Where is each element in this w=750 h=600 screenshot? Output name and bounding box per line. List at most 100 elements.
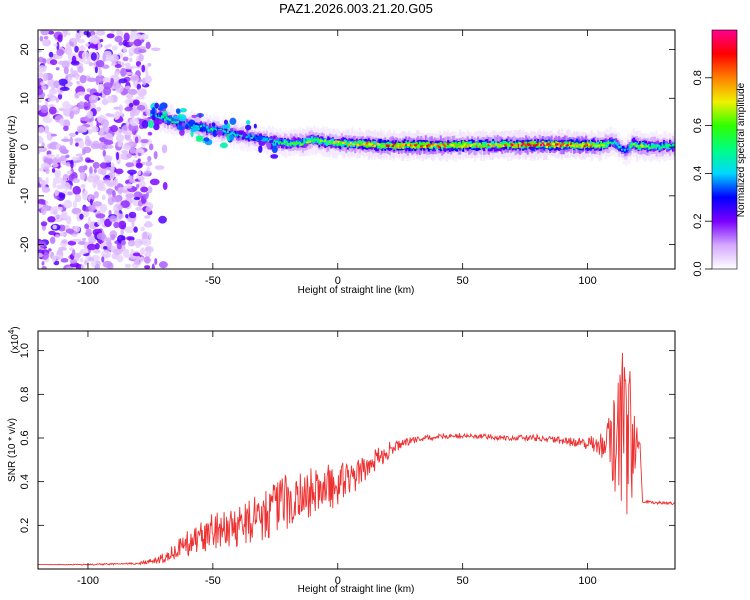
spectrogram-cell <box>651 145 654 148</box>
spectrogram-cell <box>234 130 237 136</box>
spectrogram-cell <box>376 142 379 145</box>
noise-blob <box>70 60 80 66</box>
spectrogram-cell <box>288 142 291 145</box>
noise-blob <box>117 187 124 194</box>
spectrogram-cell <box>502 140 505 147</box>
spectrogram-cell <box>363 142 366 146</box>
noise-blob <box>127 239 136 247</box>
noise-blob <box>158 215 167 224</box>
spectrogram-cell <box>600 144 603 147</box>
spectrogram-cell <box>234 134 237 137</box>
noise-blob <box>90 236 94 241</box>
spectrogram-cell <box>403 143 406 149</box>
spectrogram-cell <box>273 139 276 142</box>
spectrogram-cell <box>211 129 214 132</box>
spectrogram-cell <box>352 143 355 146</box>
spectrogram-cell <box>358 143 361 146</box>
spectrogram-y-axis-label: Frequency (Hz) <box>7 116 18 185</box>
noise-blob <box>42 72 49 82</box>
spectrogram-cell <box>408 143 411 147</box>
spectrogram-cell <box>604 142 607 148</box>
noise-blob <box>57 93 63 100</box>
spectrogram-cell <box>232 132 235 135</box>
spectrogram-blob <box>203 137 210 142</box>
noise-blob <box>55 67 60 71</box>
noise-blob <box>98 88 102 94</box>
spectrogram-cell <box>499 144 502 147</box>
spectrogram-cell <box>486 142 489 149</box>
spectrogram-cell <box>585 142 588 146</box>
noise-blob <box>102 77 111 83</box>
spectrogram-blob <box>176 125 185 131</box>
noise-blob <box>96 182 105 191</box>
noise-blob <box>59 118 65 126</box>
spectrogram-cell <box>633 143 636 146</box>
spectrogram-blob <box>236 130 244 135</box>
noise-blob <box>87 101 91 110</box>
noise-blob <box>134 242 141 248</box>
noise-blob <box>102 260 113 268</box>
noise-blob <box>106 54 115 62</box>
spectrogram-cell <box>385 144 388 147</box>
spectrogram-cell <box>631 143 634 146</box>
noise-blob <box>93 177 98 181</box>
spectrogram-cell <box>306 137 309 144</box>
noise-blob <box>69 110 74 120</box>
spectrogram-cell <box>529 141 532 147</box>
noise-blob <box>72 185 82 195</box>
noise-blob <box>135 96 146 100</box>
spectrogram-cell <box>639 145 642 148</box>
noise-blob <box>125 236 134 241</box>
spectrogram-cell <box>199 125 202 128</box>
spectrogram-cell <box>198 123 201 130</box>
noise-blob <box>113 177 119 187</box>
spectrogram-cell <box>505 141 508 147</box>
spectrogram-cell <box>222 129 225 136</box>
spectrogram-cell <box>478 143 481 148</box>
spectrogram-cell <box>543 143 546 147</box>
spectrogram-cell <box>417 144 420 148</box>
colorbar-gradient <box>711 29 738 270</box>
spectrogram-cell <box>348 143 351 147</box>
spectrogram-cell <box>532 144 535 147</box>
spectrogram-cell <box>549 144 552 147</box>
noise-blob <box>70 67 74 76</box>
spectrogram-cell <box>484 144 487 148</box>
spectrogram-cell <box>525 141 528 147</box>
spectrogram-cell <box>504 144 507 147</box>
spectrogram-cell <box>588 143 591 146</box>
noise-blob <box>98 127 104 136</box>
noise-blob <box>76 125 87 134</box>
noise-blob <box>86 159 95 163</box>
spectrogram-cell <box>658 145 661 148</box>
spectrogram-cell <box>274 140 277 146</box>
noise-blob <box>145 41 151 50</box>
spectrogram-cell <box>624 148 627 152</box>
noise-blob <box>66 73 75 78</box>
noise-blob <box>118 104 123 113</box>
noise-blob <box>78 101 86 110</box>
noise-blob <box>116 30 121 37</box>
noise-blob <box>137 176 145 182</box>
spectrogram-cell <box>579 143 582 146</box>
x-tick-label: 50 <box>457 275 469 287</box>
spectrogram-cell <box>657 144 660 147</box>
spectrogram-blob <box>195 137 204 142</box>
noise-blob <box>65 228 75 234</box>
spectrogram-blob <box>266 141 272 150</box>
noise-blob <box>103 246 108 250</box>
spectrogram-cell <box>321 140 324 143</box>
noise-blob <box>101 256 105 263</box>
noise-blob <box>81 51 90 60</box>
noise-blob <box>78 140 85 149</box>
spectrogram-cell <box>474 143 477 149</box>
spectrogram-cell <box>372 141 375 148</box>
noise-blob <box>142 238 152 246</box>
spectrogram-cell <box>489 143 492 149</box>
spectrogram-cell <box>399 145 402 149</box>
noise-blob <box>79 257 84 263</box>
noise-blob <box>38 126 45 134</box>
spectrogram-cell <box>423 141 426 148</box>
spectrogram-cell <box>544 142 547 148</box>
noise-blob <box>123 124 128 131</box>
